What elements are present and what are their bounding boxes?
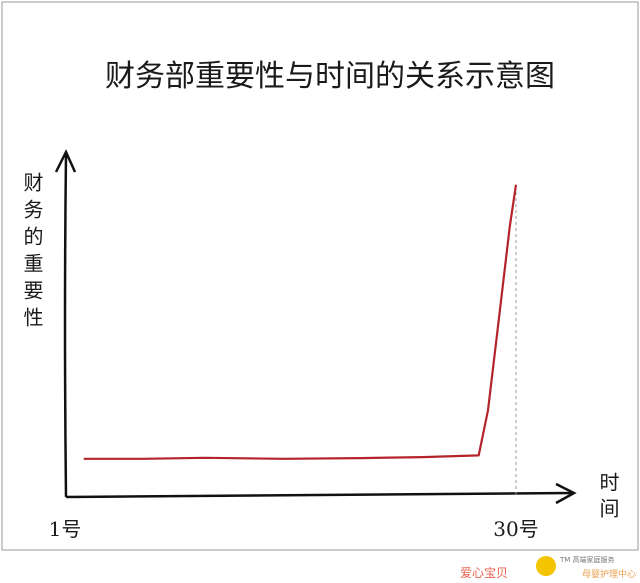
x-axis-arrow: [555, 482, 577, 505]
y-axis-arrow: [54, 149, 77, 173]
watermark-service: 母婴护理中心: [582, 568, 636, 580]
y-axis: [63, 154, 68, 498]
x-tick-label: 30号: [493, 517, 538, 541]
watermark-brand: 爱心宝贝: [460, 566, 508, 580]
chart-title: 财务部重要性与时间的关系示意图: [105, 59, 555, 94]
x-tick-label: 1号: [49, 517, 82, 541]
line: [83, 184, 518, 460]
y-axis-label: 财务的重要性: [20, 172, 44, 334]
x-axis: [65, 491, 573, 499]
watermark-tagline: TM 高端家庭服务: [559, 555, 615, 564]
watermark-logo: [536, 556, 556, 576]
x-axis-label: 时间: [596, 472, 620, 524]
